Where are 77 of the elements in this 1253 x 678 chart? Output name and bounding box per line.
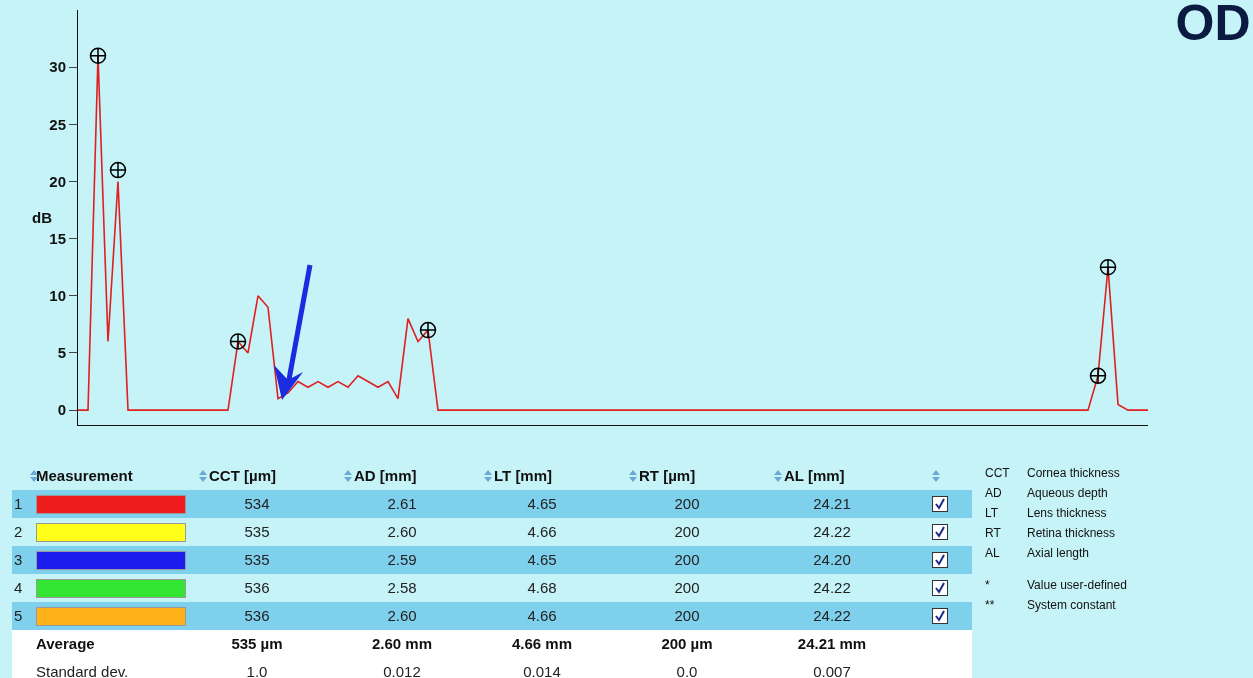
text: 2.58 [386,579,418,596]
text: 4.66 mm [510,635,573,652]
point [89,47,107,64]
text: 536 [243,579,271,596]
text: LT [mm] [493,467,554,484]
text: Axial length [1027,546,1090,560]
text: 535 [243,523,271,540]
text: 4.66 [526,607,558,624]
text: 535 µm [230,635,284,652]
text: Retina thickness [1027,526,1116,540]
text: RT [985,526,1001,540]
text: * [985,578,990,592]
text: 2 [14,523,24,540]
point [229,333,247,350]
text: 200 µm [660,635,714,652]
y-tick-label: 25 [49,115,66,133]
chart-title: OD [1175,0,1251,51]
text: LT [985,506,999,520]
text: 0.007 [812,663,852,678]
y-tick-label: 30 [49,58,66,76]
y-tick-label: 15 [49,229,66,247]
text: 4.65 [526,495,558,512]
text: 1.0 [245,663,269,678]
text: 24.21 [812,495,852,512]
text: 24.22 [812,523,852,540]
point [1099,258,1117,276]
text: 200 [673,579,701,596]
text: 4.65 [526,551,558,568]
y-tick-label: 0 [57,401,66,419]
text: CCT [µm] [208,467,277,484]
text: 4.66 [526,523,558,540]
text: Measurement [36,467,134,484]
text: 0.014 [522,663,562,678]
text: AL [985,546,1000,560]
y-tick-label: 10 [49,287,66,305]
text: 200 [673,551,701,568]
text: 4 [14,579,24,596]
text: 1 [14,495,24,512]
text: AD [985,486,1002,500]
text: 535 [243,551,271,568]
text: 0.0 [675,663,699,678]
text: Average [36,635,96,652]
point [109,161,127,179]
text: 5 [14,607,24,624]
text: Aqueous depth [1027,486,1108,500]
point [419,321,437,339]
text: ** [985,598,995,612]
text: AL [mm] [783,467,846,484]
text: 2.59 [386,551,418,568]
text: 24.22 [812,607,852,624]
text: 2.61 [386,495,418,512]
text: 24.22 [812,579,852,596]
text: 200 [673,523,701,540]
y-axis-title: dB [32,209,53,226]
text: 0.012 [382,663,422,678]
text: 2.60 [386,607,418,624]
text: 4.68 [526,579,558,596]
text: Standard dev. [36,663,130,678]
text: AD [mm] [353,467,418,484]
text: 536 [243,607,271,624]
text: RT [µm] [638,467,697,484]
text: 534 [243,495,271,512]
text: 2.60 [386,523,418,540]
text: Lens thickness [1027,506,1107,520]
text: 2.60 mm [370,635,433,652]
text: CCT [985,466,1010,480]
text: 24.20 [812,551,852,568]
text: 3 [14,551,24,568]
text: 24.21 mm [796,635,868,652]
text: 200 [673,495,701,512]
y-tick-label: 5 [57,344,66,362]
text: Cornea thickness [1027,466,1120,480]
y-tick-label: 20 [49,172,66,190]
text: 200 [673,607,701,624]
point [1089,367,1107,385]
text: Value user-defined [1027,578,1127,592]
text: System constant [1027,598,1116,612]
